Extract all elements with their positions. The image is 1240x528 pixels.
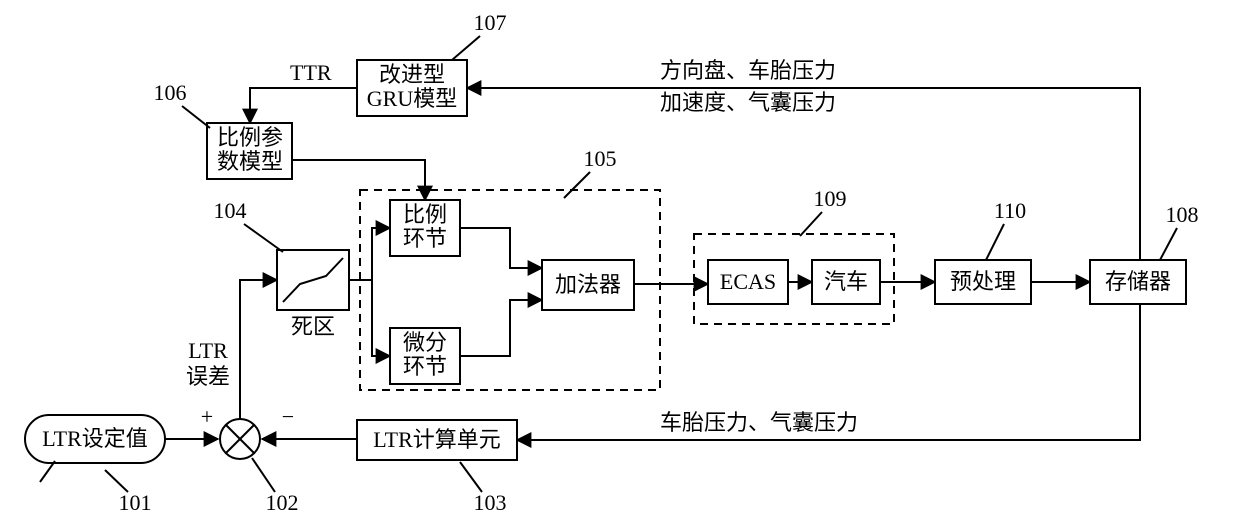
ref-102: 102 (266, 490, 299, 515)
leader-104 (244, 224, 283, 252)
edge-branch-to-deriv (372, 280, 390, 356)
leader-110 (986, 224, 1004, 260)
ref-104: 104 (214, 198, 247, 223)
gru-label-1: 改进型 (379, 62, 445, 87)
topbus-1: 方向盘、车胎压力 (660, 58, 836, 83)
setpoint-tail (40, 461, 55, 482)
plus-sign: + (201, 404, 213, 429)
leader-109 (800, 212, 822, 236)
ref-108: 108 (1166, 202, 1199, 227)
ref-103: 103 (474, 490, 507, 515)
ref-105: 105 (584, 146, 617, 171)
leader-105 (564, 172, 590, 198)
deriv-label-1: 微分 (403, 330, 447, 355)
leader-101 (105, 470, 128, 492)
leader-103 (460, 462, 482, 492)
ref-106: 106 (154, 80, 187, 105)
minus-sign: − (282, 404, 294, 429)
control-block-diagram: LTR设定值 + − LTR计算单元 死区 比例 环节 微分 环节 加法器 比例… (0, 0, 1240, 528)
ref-110: 110 (994, 198, 1026, 223)
ecas-label: ECAS (720, 269, 776, 294)
preprocess-label: 预处理 (950, 269, 1016, 294)
edge-prop-to-adder (460, 228, 542, 268)
edge-sum-to-deadzone (240, 280, 277, 419)
ref-107: 107 (474, 10, 507, 35)
ttr-label: TTR (290, 60, 332, 85)
ratio-label-1: 比例参 (217, 125, 283, 150)
summing-junction (220, 419, 260, 459)
deadzone-label: 死区 (291, 314, 335, 339)
leader-102 (252, 458, 275, 492)
ltr-err-1: LTR (188, 338, 228, 363)
leader-108 (1160, 228, 1177, 260)
leader-107 (452, 36, 480, 60)
edge-deriv-to-adder (460, 300, 542, 356)
memory-label: 存储器 (1105, 269, 1171, 294)
ratio-label-2: 数模型 (217, 149, 283, 174)
car-label: 汽车 (824, 269, 868, 294)
leader-106 (182, 106, 210, 128)
topbus-2: 加速度、气囊压力 (660, 90, 836, 115)
edge-gru-to-ratio (250, 88, 357, 123)
bottombus: 车胎压力、气囊压力 (660, 410, 858, 435)
edge-branch-to-prop (372, 228, 390, 280)
ref-101: 101 (119, 490, 152, 515)
gru-label-2: GRU模型 (367, 86, 457, 111)
ref-109: 109 (814, 186, 847, 211)
ltr-setpoint-label: LTR设定值 (42, 426, 148, 451)
ltr-err-2: 误差 (186, 364, 230, 389)
prop-label-1: 比例 (403, 202, 447, 227)
edge-ratio-to-prop (292, 160, 425, 200)
ltr-calc-label: LTR计算单元 (373, 427, 501, 452)
prop-label-2: 环节 (403, 226, 447, 251)
deriv-label-2: 环节 (403, 354, 447, 379)
adder-label: 加法器 (555, 272, 621, 297)
